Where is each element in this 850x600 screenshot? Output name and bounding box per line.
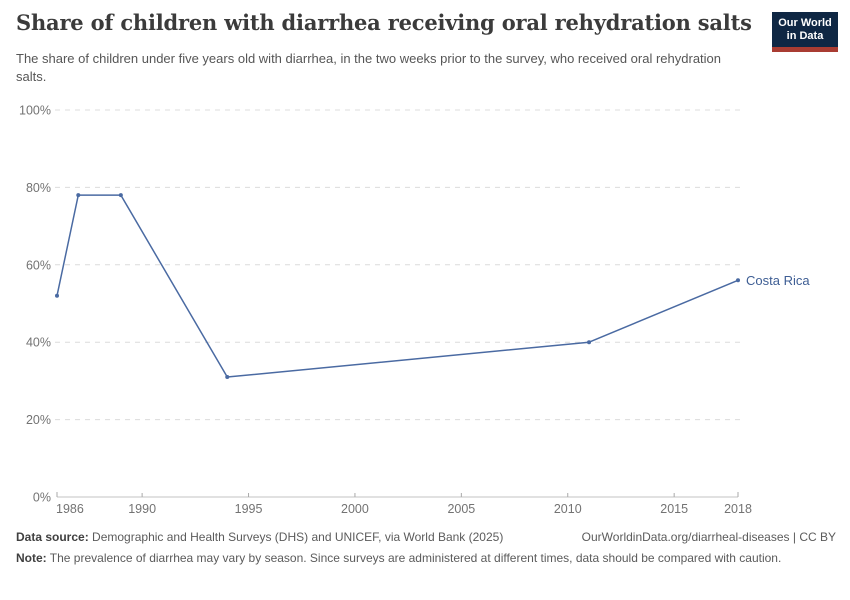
series-label-costa-rica[interactable]: Costa Rica xyxy=(746,273,810,288)
y-axis-tick-label: 40% xyxy=(26,336,51,350)
x-axis-tick-label: 1995 xyxy=(235,502,263,516)
x-axis-tick-label: 2018 xyxy=(724,502,752,516)
chart-subtitle: The share of children under five years o… xyxy=(16,51,722,84)
chart-title: Share of children with diarrhea receivin… xyxy=(16,10,752,35)
x-axis-tick-label: 2010 xyxy=(554,502,582,516)
y-axis-tick-label: 20% xyxy=(26,413,51,427)
data-source-text: Demographic and Health Surveys (DHS) and… xyxy=(92,530,504,544)
x-axis-tick-label: 2005 xyxy=(447,502,475,516)
series-line-costa-rica[interactable] xyxy=(56,194,739,378)
data-source: Data source: Demographic and Health Surv… xyxy=(16,529,503,546)
data-point[interactable] xyxy=(55,293,59,298)
x-axis-tick-label: 2015 xyxy=(660,502,688,516)
chart-note: Note: The prevalence of diarrhea may var… xyxy=(16,550,788,567)
note-label: Note: xyxy=(16,550,47,565)
citation-link[interactable]: OurWorldinData.org/diarrheal-diseases | … xyxy=(581,530,836,544)
data-source-label: Data source: xyxy=(16,530,89,544)
data-point[interactable] xyxy=(736,278,740,283)
logo-line-2: in Data xyxy=(786,30,824,42)
data-point[interactable] xyxy=(76,193,81,198)
x-axis-tick-label: 1986 xyxy=(56,502,84,516)
data-point[interactable] xyxy=(587,340,592,345)
y-axis-tick-label: 80% xyxy=(26,181,51,195)
x-axis-tick-label: 1990 xyxy=(128,502,156,516)
note-text: The prevalence of diarrhea may vary by s… xyxy=(49,550,782,565)
logo-line-1: Our World xyxy=(778,17,832,29)
y-axis-tick-label: 0% xyxy=(33,491,51,505)
owid-logo[interactable]: Our World in Data xyxy=(772,12,838,52)
line-chart-canvas: 0% 20% 40% 60% 80% 100% 1986 1990 1995 2000 2005 20… xyxy=(19,104,810,517)
data-point[interactable] xyxy=(118,193,123,198)
data-point[interactable] xyxy=(225,375,230,380)
y-axis-tick-label: 100% xyxy=(19,104,51,118)
chart-footer: Data source: Demographic and Health Surv… xyxy=(16,529,836,566)
y-axis-tick-label: 60% xyxy=(26,258,51,272)
x-axis-tick-label: 2000 xyxy=(341,502,369,516)
